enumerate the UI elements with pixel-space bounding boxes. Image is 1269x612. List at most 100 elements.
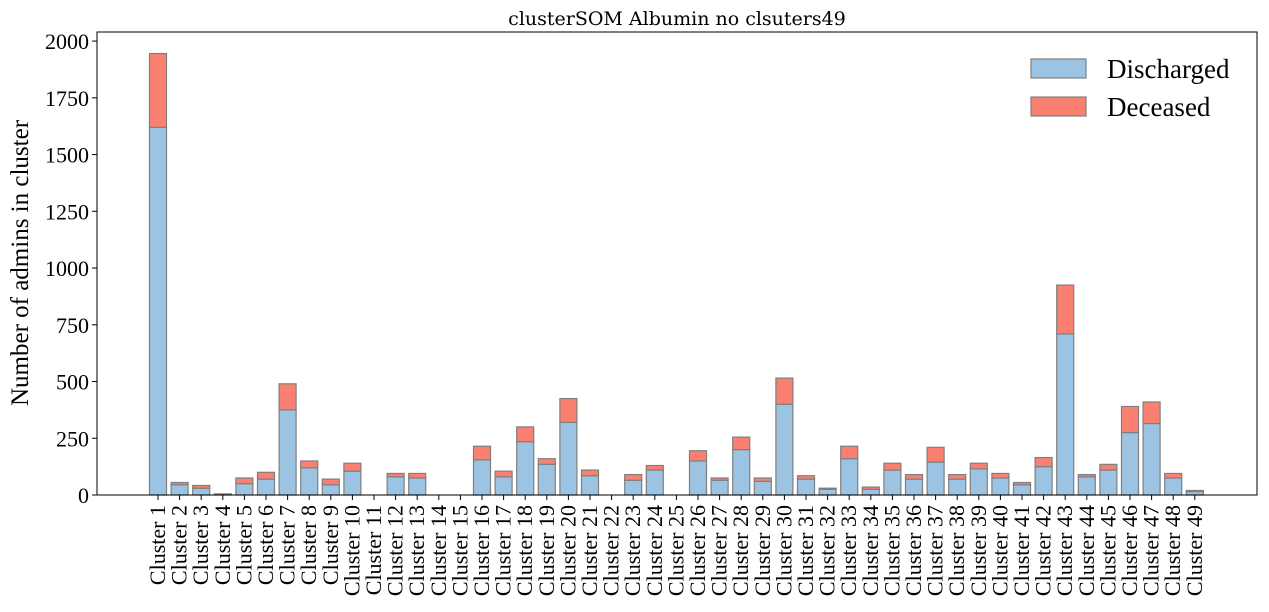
x-tick-label: Cluster 10 <box>339 505 364 596</box>
y-tick-label: 1000 <box>45 256 89 281</box>
x-tick-label: Cluster 35 <box>879 505 904 596</box>
x-tick-label: Cluster 25 <box>663 505 688 596</box>
bar-deceased <box>386 472 405 478</box>
bar-deceased <box>840 445 859 460</box>
bar-deceased <box>645 464 664 471</box>
bar-discharged <box>386 476 405 496</box>
bar-deceased <box>408 472 427 479</box>
bar-deceased <box>1099 463 1118 471</box>
legend-swatch <box>1030 96 1087 117</box>
bar-discharged <box>1099 469 1118 496</box>
bar-discharged <box>688 460 708 496</box>
bar-discharged <box>861 488 880 496</box>
bar-discharged <box>904 478 924 496</box>
bar-deceased <box>926 446 945 463</box>
bar-deceased <box>969 462 988 470</box>
bar-deceased <box>1142 401 1161 425</box>
bar-deceased <box>300 460 319 469</box>
bar-deceased <box>472 445 492 461</box>
x-tick-label: Cluster 8 <box>296 505 321 585</box>
x-tick-label: Cluster 28 <box>728 505 753 596</box>
x-tick-label: Cluster 2 <box>167 505 192 585</box>
bar-deceased <box>1185 489 1204 493</box>
x-tick-label: Cluster 20 <box>555 505 580 596</box>
bar-discharged <box>796 478 816 496</box>
bar-discharged <box>472 459 492 496</box>
bar-discharged <box>991 477 1010 496</box>
x-tick-label: Cluster 34 <box>858 505 883 596</box>
bar-deceased <box>796 475 816 480</box>
bar-deceased <box>559 397 578 423</box>
bar-deceased <box>148 52 168 128</box>
bar-deceased <box>1077 473 1096 478</box>
y-tick-label: 500 <box>56 370 89 395</box>
bar-discharged <box>580 475 600 496</box>
bar-deceased <box>1034 456 1053 468</box>
bar-deceased <box>753 477 772 482</box>
x-tick-label: Cluster 13 <box>404 505 429 596</box>
bar-deceased <box>235 477 254 485</box>
bar-deceased <box>516 426 535 443</box>
legend-label: Discharged <box>1107 54 1230 84</box>
x-tick-label: Cluster 9 <box>318 505 343 585</box>
x-tick-label: Cluster 22 <box>599 505 624 596</box>
x-tick-label: Cluster 1 <box>145 505 170 585</box>
x-tick-label: Cluster 11 <box>361 505 386 595</box>
bar-discharged <box>840 458 859 496</box>
bar-deceased <box>1056 284 1075 335</box>
bar-deceased <box>580 469 600 477</box>
plot-frame <box>96 31 1258 496</box>
bar-deceased <box>170 481 189 486</box>
bar-deceased <box>321 478 340 486</box>
x-tick-label: Cluster 19 <box>534 505 559 596</box>
bar-discharged <box>1120 431 1140 496</box>
bar-deceased <box>818 487 837 490</box>
y-tick-label: 1250 <box>45 199 89 224</box>
bar-discharged <box>926 461 945 496</box>
bar-discharged <box>645 469 664 496</box>
x-tick-label: Cluster 46 <box>1117 505 1142 596</box>
bar-deceased <box>991 472 1010 479</box>
y-tick-label: 2000 <box>45 29 89 54</box>
bar-discharged <box>883 469 902 496</box>
bar-deceased <box>1164 472 1183 479</box>
x-tick-label: Cluster 5 <box>231 505 256 585</box>
bar-discharged <box>408 477 427 496</box>
x-tick-label: Cluster 37 <box>923 505 948 596</box>
x-tick-label: Cluster 42 <box>1031 505 1056 596</box>
bar-discharged <box>624 479 643 496</box>
x-tick-label: Cluster 33 <box>836 505 861 596</box>
bar-discharged <box>1164 477 1183 496</box>
bar-discharged <box>710 479 729 496</box>
bar-discharged <box>494 476 513 496</box>
x-tick-label: Cluster 30 <box>771 505 796 596</box>
x-tick-label: Cluster 49 <box>1182 505 1207 596</box>
bar-discharged <box>1077 476 1096 496</box>
y-tick-label: 1750 <box>45 86 89 111</box>
bar-discharged <box>948 478 967 496</box>
x-tick-label: Cluster 39 <box>966 505 991 596</box>
bar-discharged <box>969 468 988 496</box>
bar-deceased <box>624 473 643 481</box>
bar-deceased <box>256 471 276 480</box>
bar-deceased <box>948 473 967 480</box>
bar-discharged <box>818 488 837 496</box>
x-tick-label: Cluster 36 <box>901 505 926 596</box>
bars-layer <box>148 52 1204 496</box>
bar-discharged <box>278 409 297 496</box>
bar-deceased <box>904 473 924 480</box>
x-tick-label: Cluster 47 <box>1139 505 1164 596</box>
x-tick-label: Cluster 32 <box>815 505 840 596</box>
x-tick-label: Cluster 7 <box>275 505 300 585</box>
legend-label: Deceased <box>1107 92 1211 122</box>
bar-discharged <box>235 483 254 496</box>
bar-discharged <box>559 421 578 496</box>
x-tick-label: Cluster 21 <box>577 505 602 596</box>
y-tick-label: 0 <box>78 483 89 508</box>
bar-discharged <box>148 126 168 496</box>
x-tick-label: Cluster 26 <box>685 505 710 596</box>
bar-discharged <box>170 484 189 496</box>
y-tick-label: 750 <box>56 313 89 338</box>
x-tick-label: Cluster 27 <box>707 505 732 596</box>
